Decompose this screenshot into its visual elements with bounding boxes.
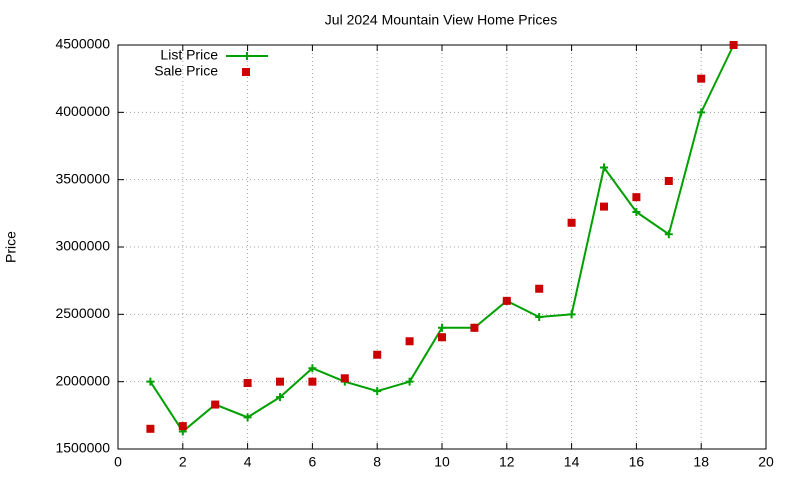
data-point — [470, 323, 479, 332]
data-point — [276, 377, 284, 386]
data-point — [178, 422, 187, 431]
data-point — [340, 374, 349, 383]
data-point — [243, 379, 252, 388]
x-tick-label: 14 — [564, 454, 580, 470]
x-tick-label: 16 — [629, 454, 645, 470]
data-point — [373, 387, 382, 396]
y-tick-label: 4000000 — [55, 103, 110, 119]
y-tick-label: 3000000 — [55, 238, 110, 254]
chart-title: Jul 2024 Mountain View Home Prices — [325, 12, 557, 28]
legend-marker — [243, 52, 251, 60]
data-point — [729, 41, 738, 49]
data-point — [697, 108, 706, 117]
x-tick-label: 10 — [434, 454, 450, 470]
data-point — [146, 377, 155, 386]
data-point — [373, 350, 382, 359]
data-point — [308, 377, 317, 386]
data-point — [632, 207, 641, 216]
legend-label: List Price — [160, 47, 218, 63]
plot-frame — [117, 44, 767, 450]
data-point — [502, 296, 511, 305]
data-point — [535, 284, 544, 293]
data-point — [405, 377, 414, 386]
y-tick-label: 1500000 — [55, 440, 110, 456]
data-point — [567, 218, 576, 227]
data-point — [276, 393, 284, 402]
data-point — [438, 333, 446, 342]
data-point — [405, 337, 414, 346]
y-tick-label: 3500000 — [55, 170, 110, 186]
data-point — [664, 230, 673, 239]
x-tick-label: 2 — [179, 454, 187, 470]
x-tick-label: 18 — [693, 454, 709, 470]
y-axis-label: Price — [3, 231, 19, 263]
data-point — [243, 413, 252, 422]
data-point — [535, 313, 544, 322]
x-tick-label: 6 — [309, 454, 317, 470]
legend-label: Sale Price — [154, 63, 218, 79]
data-point — [600, 202, 608, 211]
y-tick-label: 2000000 — [55, 372, 110, 388]
data-point — [438, 323, 446, 332]
x-tick-label: 8 — [373, 454, 381, 470]
data-point — [600, 163, 608, 172]
x-tick-label: 0 — [114, 454, 122, 470]
data-point — [664, 177, 673, 186]
y-tick-label: 2500000 — [55, 305, 110, 321]
x-tick-label: 20 — [758, 454, 774, 470]
data-point — [567, 310, 576, 319]
x-tick-label: 12 — [499, 454, 515, 470]
x-tick-label: 4 — [244, 454, 252, 470]
data-point — [211, 400, 220, 409]
data-point — [308, 364, 317, 373]
legend-marker — [242, 68, 250, 76]
y-tick-label: 4500000 — [55, 36, 110, 52]
data-point — [632, 193, 641, 202]
data-point — [146, 424, 155, 433]
data-point — [697, 74, 706, 83]
